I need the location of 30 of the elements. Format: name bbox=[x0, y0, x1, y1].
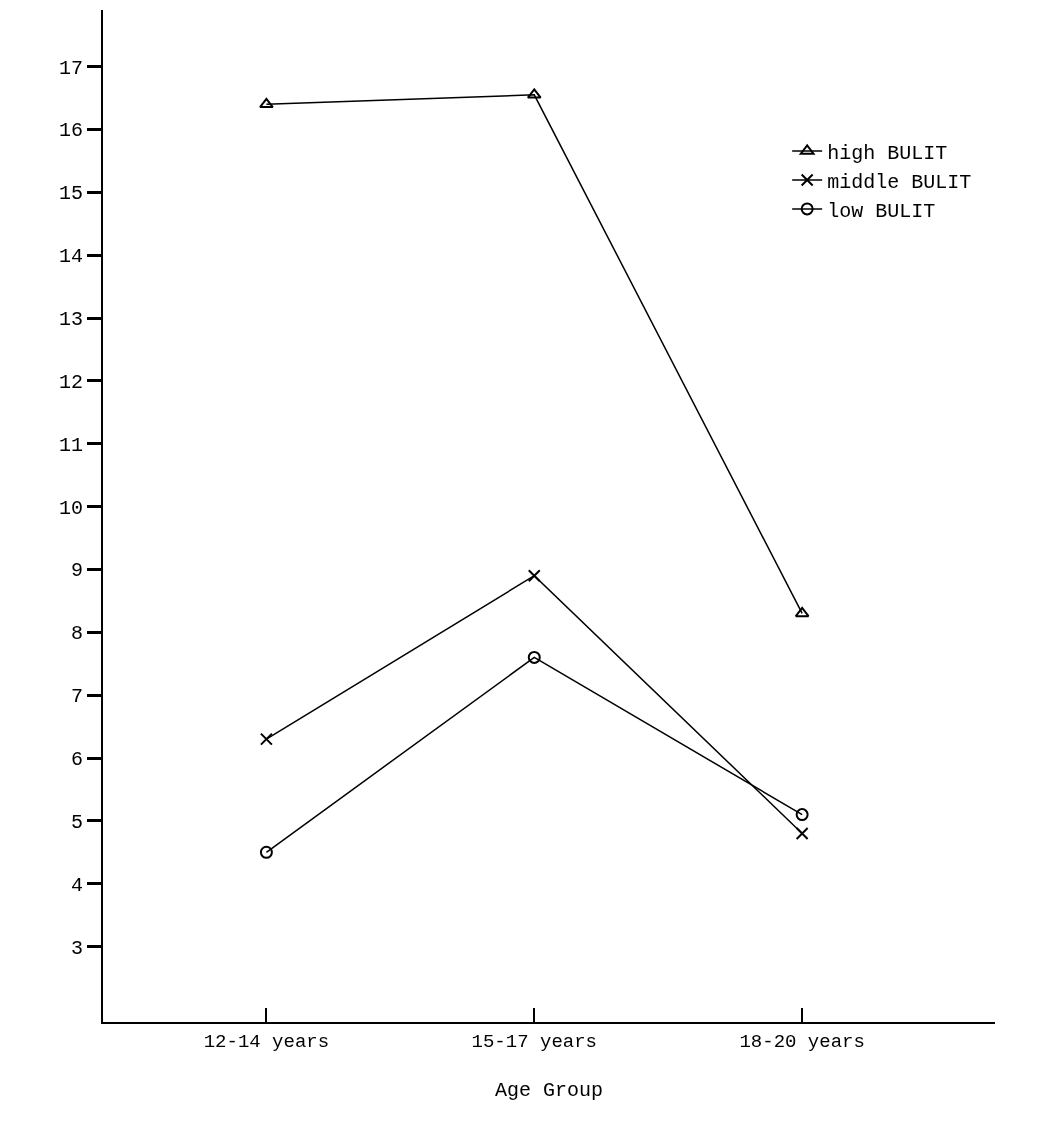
y-tick-label: 16 bbox=[58, 119, 83, 143]
y-tick-label: 13 bbox=[58, 308, 83, 331]
x-tick-label: 15-17 years bbox=[471, 1030, 597, 1053]
point bbox=[259, 97, 274, 109]
x-axis-title: Age Group bbox=[494, 1078, 604, 1102]
y-tick-label: 11 bbox=[58, 433, 83, 457]
y-tick-label: 5 bbox=[70, 810, 83, 834]
y-tick-label: 4 bbox=[70, 873, 83, 897]
y-tick-label: 14 bbox=[58, 245, 83, 269]
y-tick-label: 8 bbox=[70, 622, 83, 646]
point bbox=[795, 826, 809, 840]
legend-label: low BULIT bbox=[827, 199, 936, 223]
point bbox=[527, 650, 541, 664]
y-tick-label: 17 bbox=[58, 56, 83, 80]
point bbox=[527, 569, 541, 583]
y-tick-label: 6 bbox=[70, 748, 83, 771]
point bbox=[259, 732, 273, 746]
point bbox=[794, 606, 810, 618]
x-tick-label: 18-20 years bbox=[739, 1030, 865, 1053]
point bbox=[795, 808, 809, 822]
y-tick-label: 3 bbox=[70, 936, 83, 960]
y-tick-label: 9 bbox=[70, 559, 83, 583]
x-tick-label: 12-14 years bbox=[203, 1030, 330, 1053]
y-tick-label: 15 bbox=[58, 182, 83, 206]
y-tick-label: 7 bbox=[70, 685, 83, 709]
y-tick-label: 10 bbox=[58, 496, 83, 520]
y-tick-label: 12 bbox=[58, 370, 83, 394]
point bbox=[259, 845, 273, 859]
legend-label: middle BULIT bbox=[827, 170, 972, 194]
legend-label: high BULIT bbox=[827, 141, 948, 165]
